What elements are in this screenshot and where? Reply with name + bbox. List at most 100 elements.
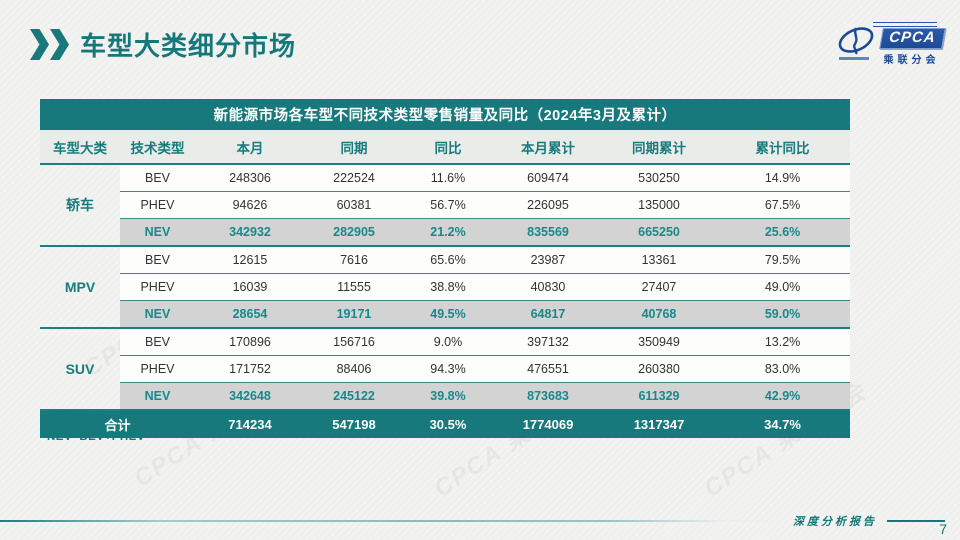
table-cell: 28654 [195,300,305,329]
column-header: 同比 [403,130,493,165]
table-cell: 11.6% [403,164,493,192]
table-cell: 67.5% [715,191,851,219]
tech-type-label: PHEV [120,355,195,383]
double-chevron-icon [30,29,70,60]
table-cell: 23987 [493,246,603,274]
table-title: 新能源市场各车型不同技术类型零售销量及同比（2024年3月及累计） [40,99,851,130]
tech-type-label: PHEV [120,191,195,219]
table-cell: 609474 [493,164,603,192]
swoosh-icon [839,27,874,60]
chevron-right-icon [50,29,69,60]
total-cell: 547198 [305,410,403,438]
table-cell: 42.9% [715,382,851,411]
table-cell: 135000 [603,191,715,219]
table-row: 轿车 BEV 248306 222524 11.6% 609474 530250 14.9% [40,164,851,247]
column-header: 本月 [195,130,305,165]
column-header: 累计同比 [715,130,851,165]
tech-type-label: NEV [120,218,195,247]
column-header: 本月累计 [493,130,603,165]
table-cell: 49.0% [715,273,851,301]
tech-type-label: BEV [120,246,195,274]
tech-type-label: NEV [120,382,195,411]
table-cell: 350949 [603,328,715,356]
table-cell: 342648 [195,382,305,411]
table-cell: 79.5% [715,246,851,274]
table-row: NEV 342932 282905 21.2% 835569 665250 25.6% [40,218,851,247]
table-row: NEV 28654 19171 49.5% 64817 40768 59.0% [40,300,851,329]
table-cell: 40830 [493,273,603,301]
table-cell: 27407 [603,273,715,301]
table-cell: 170896 [195,328,305,356]
total-cell: 1317347 [603,410,715,438]
tech-type-label: NEV [120,300,195,329]
table-cell: 873683 [493,382,603,411]
table-cell: 14.9% [715,164,851,192]
column-header: 同期 [305,130,403,165]
footnote: *NEV=BEV+PHEV [42,431,146,443]
category-label: MPV [40,246,120,329]
total-cell: 1774069 [493,410,603,438]
logo-subtitle: 乘联分会 [883,55,940,66]
tech-type-label: BEV [120,164,195,192]
total-cell: 30.5% [403,410,493,438]
table-row: PHEV 94626 60381 56.7% 226095 135000 67.5% [40,191,851,219]
page-title: 车型大类细分市场 [80,31,297,61]
table-cell: 21.2% [403,218,493,247]
table-cell: 83.0% [715,355,851,383]
table-cell: 245122 [305,382,403,411]
table-cell: 94626 [195,191,305,219]
table-cell: 49.5% [403,300,493,329]
table-cell: 19171 [305,300,403,329]
column-header: 技术类型 [120,130,195,165]
table-cell: 342932 [195,218,305,247]
table-row: NEV 342648 245122 39.8% 873683 611329 42.9% [40,382,851,411]
table-cell: 171752 [195,355,305,383]
table-cell: 13.2% [715,328,851,356]
chevron-right-icon [30,29,49,60]
table-cell: 13361 [603,246,715,274]
table-row: MPV BEV 12615 7616 65.6% 23987 13361 79.5% [40,246,851,329]
table-row: PHEV 16039 11555 38.8% 40830 27407 49.0% [40,273,851,301]
table-cell: 39.8% [403,382,493,411]
table-cell: 64817 [493,300,603,329]
table-wrap: 新能源市场各车型不同技术类型零售销量及同比（2024年3月及累计） 车型大类 技术类… [40,99,851,438]
total-label: 合计 [40,410,195,438]
category-label: 轿车 [40,164,120,247]
table-cell: 282905 [305,218,403,247]
total-cell: 34.7% [715,410,851,438]
cpca-logo: CPCA 乘联分会 [835,22,946,66]
logo-decorative-lines [873,22,938,27]
total-row: 合计 714234 547198 30.5% 1774069 1317347 34.7% [40,410,851,438]
tech-type-label: PHEV [120,273,195,301]
table-cell: 40768 [603,300,715,329]
table-cell: 530250 [603,164,715,192]
table-cell: 222524 [305,164,403,192]
page-header: 车型大类细分市场 [30,26,296,63]
table-cell: 38.8% [403,273,493,301]
table-cell: 156716 [305,328,403,356]
table-cell: 260380 [603,355,715,383]
table-cell: 226095 [493,191,603,219]
table-row: PHEV 171752 88406 94.3% 476551 260380 83.0% [40,355,851,383]
market-table: 新能源市场各车型不同技术类型零售销量及同比（2024年3月及累计） 车型大类 技术类… [40,99,851,438]
total-cell: 714234 [195,410,305,438]
table-cell: 65.6% [403,246,493,274]
column-header: 车型大类 [40,130,120,165]
table-cell: 56.7% [403,191,493,219]
column-header: 同期累计 [603,130,715,165]
table-cell: 397132 [493,328,603,356]
cpca-badge: CPCA [879,28,946,49]
table-cell: 476551 [493,355,603,383]
table-cell: 11555 [305,273,403,301]
table-cell: 9.0% [403,328,493,356]
table-cell: 25.6% [715,218,851,247]
table-cell: 88406 [305,355,403,383]
category-label: SUV [40,328,120,411]
footer: 深度分析报告 [0,513,945,529]
column-header-row: 车型大类 技术类型 本月 同期 同比 本月累计 同期累计 累计同比 [40,130,851,165]
table-title-row: 新能源市场各车型不同技术类型零售销量及同比（2024年3月及累计） [40,99,851,130]
footer-divider-short [887,520,945,522]
table-cell: 835569 [493,218,603,247]
table-cell: 16039 [195,273,305,301]
